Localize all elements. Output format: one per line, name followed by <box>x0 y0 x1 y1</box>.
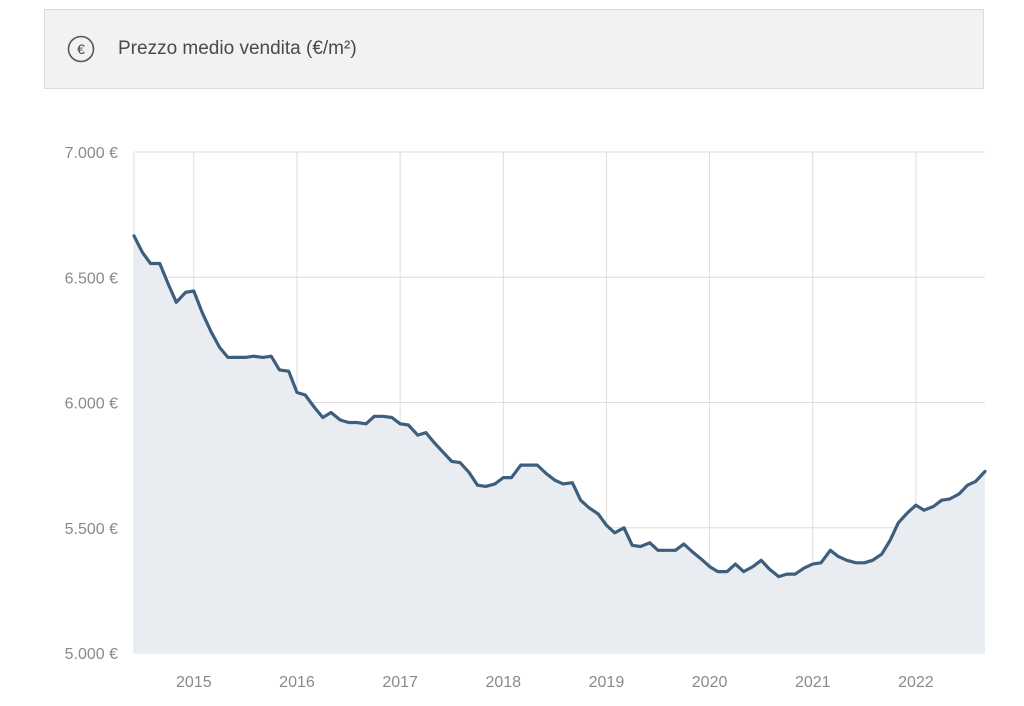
axis-labels: 7.000 € 6.500 € 6.000 € 5.500 € 5.000 € 2015 2… <box>65 145 934 691</box>
price-area-fill <box>134 235 985 653</box>
x-tick-label: 2022 <box>898 674 934 691</box>
euro-circle-icon: € <box>67 35 95 63</box>
price-series-line <box>132 234 987 579</box>
y-tick-label: 5.000 € <box>65 646 118 663</box>
y-tick-label: 6.500 € <box>65 270 118 287</box>
y-tick-label: 7.000 € <box>65 145 118 162</box>
chart-title: Prezzo medio vendita (€/m²) <box>118 38 357 59</box>
x-tick-label: 2018 <box>485 674 521 691</box>
x-tick-label: 2016 <box>279 674 315 691</box>
area-fill-layer <box>134 235 985 653</box>
metric-header: € Prezzo medio vendita (€/m²) <box>44 9 984 89</box>
x-tick-label: 2021 <box>795 674 831 691</box>
svg-text:€: € <box>77 41 85 57</box>
y-tick-label: 6.000 € <box>65 396 118 413</box>
x-tick-label: 2015 <box>176 674 212 691</box>
x-tick-label: 2017 <box>382 674 418 691</box>
line-layer <box>132 234 987 579</box>
x-tick-label: 2019 <box>589 674 625 691</box>
y-tick-label: 5.500 € <box>65 521 118 538</box>
x-tick-label: 2020 <box>692 674 728 691</box>
